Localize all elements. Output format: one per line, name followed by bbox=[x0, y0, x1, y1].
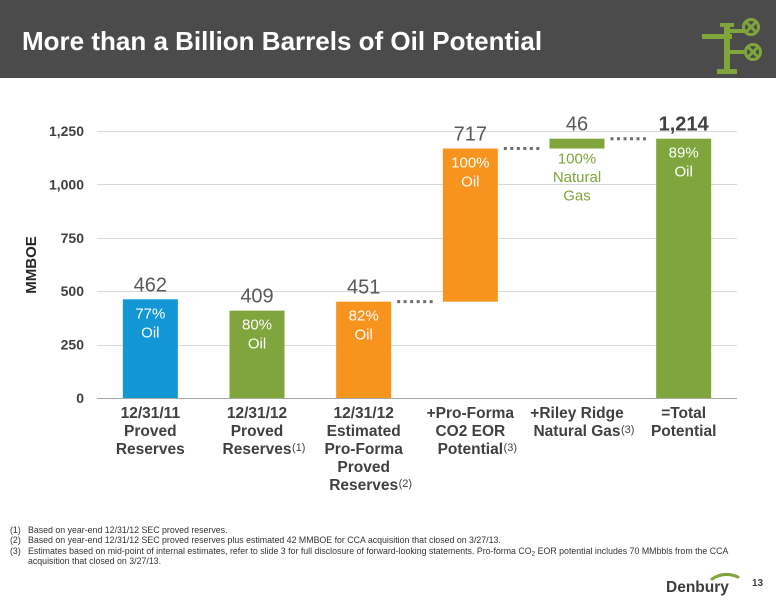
category-label: Reserves bbox=[329, 477, 398, 494]
category-label: =Total bbox=[661, 405, 706, 422]
bar bbox=[656, 138, 712, 398]
bar-group: 1,214 89% Oil bbox=[656, 114, 712, 398]
bar-group: 462 77% Oil bbox=[122, 274, 178, 398]
bar-group: 717 100% Oil bbox=[442, 124, 498, 302]
category-label: Potential bbox=[438, 441, 503, 458]
y-tick-label: 1,000 bbox=[49, 176, 84, 192]
category-label: +Pro-Forma bbox=[427, 405, 515, 422]
category-label: Potential bbox=[651, 423, 716, 440]
footnote-marker: (1) bbox=[10, 525, 21, 535]
bar-value-label: 1,214 bbox=[659, 114, 710, 136]
category-label: +Riley Ridge bbox=[530, 405, 624, 422]
bar-composition-label: 89% bbox=[669, 145, 699, 162]
y-tick-label: 250 bbox=[61, 337, 85, 353]
category-label: 12/31/12 bbox=[227, 405, 287, 422]
footnote-text: Estimates based on mid-point of internal… bbox=[28, 546, 762, 567]
bar bbox=[549, 138, 605, 149]
footnote-marker: (2) bbox=[10, 535, 21, 546]
bar-value-label: 409 bbox=[240, 286, 273, 308]
category-label: Proved bbox=[124, 423, 177, 440]
category-label: Proved bbox=[337, 459, 390, 476]
footnote-2: (2) Based on year-end 12/31/12 SEC prove… bbox=[10, 535, 762, 545]
y-tick-label: 1,250 bbox=[49, 123, 84, 139]
bar bbox=[336, 301, 392, 398]
footnote-text: Based on year-end 12/31/12 SEC proved re… bbox=[28, 535, 501, 546]
footnote-reference: (2) bbox=[399, 478, 412, 490]
footnote-text-part: Estimates based on mid-point of internal… bbox=[28, 545, 532, 556]
bar-composition-label: 100% bbox=[451, 155, 489, 172]
waterfall-connectors bbox=[397, 137, 650, 304]
waterfall-chart: 0 250 500 750 1,000 1,250 MMBOE 462 77% Oil 12/31/… bbox=[23, 114, 737, 494]
category-label: 12/31/11 bbox=[121, 405, 181, 422]
category-label: Natural Gas bbox=[533, 423, 620, 440]
footnote-1: (1) Based on year-end 12/31/12 SEC prove… bbox=[10, 525, 762, 535]
bar-group: 409 80% Oil bbox=[229, 286, 285, 398]
footnote-marker: (3) bbox=[10, 545, 21, 556]
category-label: Proved bbox=[231, 423, 284, 440]
logo-swoosh bbox=[710, 572, 740, 581]
y-tick-label: 750 bbox=[61, 230, 85, 246]
bar-composition-label: Gas bbox=[563, 188, 591, 205]
footnote-reference: (1) bbox=[292, 442, 305, 454]
bar-composition-label: 82% bbox=[349, 308, 379, 325]
bar-composition-label: Oil bbox=[461, 174, 479, 191]
footnote-text-part: EOR potential includes 70 MMbbls from th… bbox=[28, 545, 728, 566]
category-label: Reserves bbox=[116, 441, 185, 458]
footnote-subscript: 2 bbox=[531, 550, 536, 558]
y-axis-label: MMBOE bbox=[23, 236, 40, 294]
bar bbox=[122, 299, 178, 398]
gridlines bbox=[97, 131, 737, 399]
page-number: 13 bbox=[752, 578, 764, 589]
slide-header: More than a Billion Barrels of Oil Poten… bbox=[0, 0, 776, 78]
slide-title: More than a Billion Barrels of Oil Poten… bbox=[22, 26, 543, 56]
footnotes: (1) Based on year-end 12/31/12 SEC prove… bbox=[10, 525, 762, 566]
category-label: Pro-Forma bbox=[324, 441, 403, 458]
bar-composition-label: Oil bbox=[354, 327, 372, 344]
bar bbox=[442, 148, 498, 302]
bar-composition-label: Natural bbox=[553, 169, 601, 186]
category-label: 12/31/12 bbox=[333, 405, 393, 422]
footnote-text: Based on year-end 12/31/12 SEC proved re… bbox=[28, 525, 228, 535]
denbury-logo: Denbury bbox=[666, 572, 740, 596]
bar-composition-label: Oil bbox=[141, 324, 159, 341]
bar-composition-label: 80% bbox=[242, 317, 272, 334]
bar bbox=[229, 310, 285, 398]
bar-composition-label: Oil bbox=[674, 164, 692, 181]
category-label-group: 12/31/12EstimatedPro-FormaProvedReserves… bbox=[324, 405, 412, 494]
footnote-3: (3) Estimates based on mid-point of inte… bbox=[10, 546, 762, 567]
logo-text: Denbury bbox=[666, 579, 729, 596]
category-label: CO2 EOR bbox=[435, 423, 505, 440]
y-tick-label: 500 bbox=[61, 283, 85, 299]
bar-value-label: 717 bbox=[454, 124, 487, 146]
bar-group: 46 100%Natural Gas bbox=[549, 114, 605, 205]
bar-group: 451 82% Oil bbox=[336, 277, 392, 398]
bar-value-label: 46 bbox=[566, 114, 588, 136]
bar-composition-label: Oil bbox=[248, 336, 266, 353]
bar-composition-label: 100% bbox=[558, 151, 596, 168]
category-label: Estimated bbox=[327, 423, 401, 440]
footnote-reference: (3) bbox=[504, 442, 517, 454]
pipeline-valve-icon bbox=[702, 18, 762, 74]
category-label: Reserves bbox=[223, 441, 292, 458]
y-tick-label: 0 bbox=[76, 390, 84, 406]
bar-value-label: 462 bbox=[134, 274, 167, 296]
bar-composition-label: 77% bbox=[135, 305, 165, 322]
y-axis-ticks: 0 250 500 750 1,000 1,250 bbox=[49, 123, 84, 406]
footnote-reference: (3) bbox=[621, 424, 634, 436]
bar-value-label: 451 bbox=[347, 277, 380, 299]
